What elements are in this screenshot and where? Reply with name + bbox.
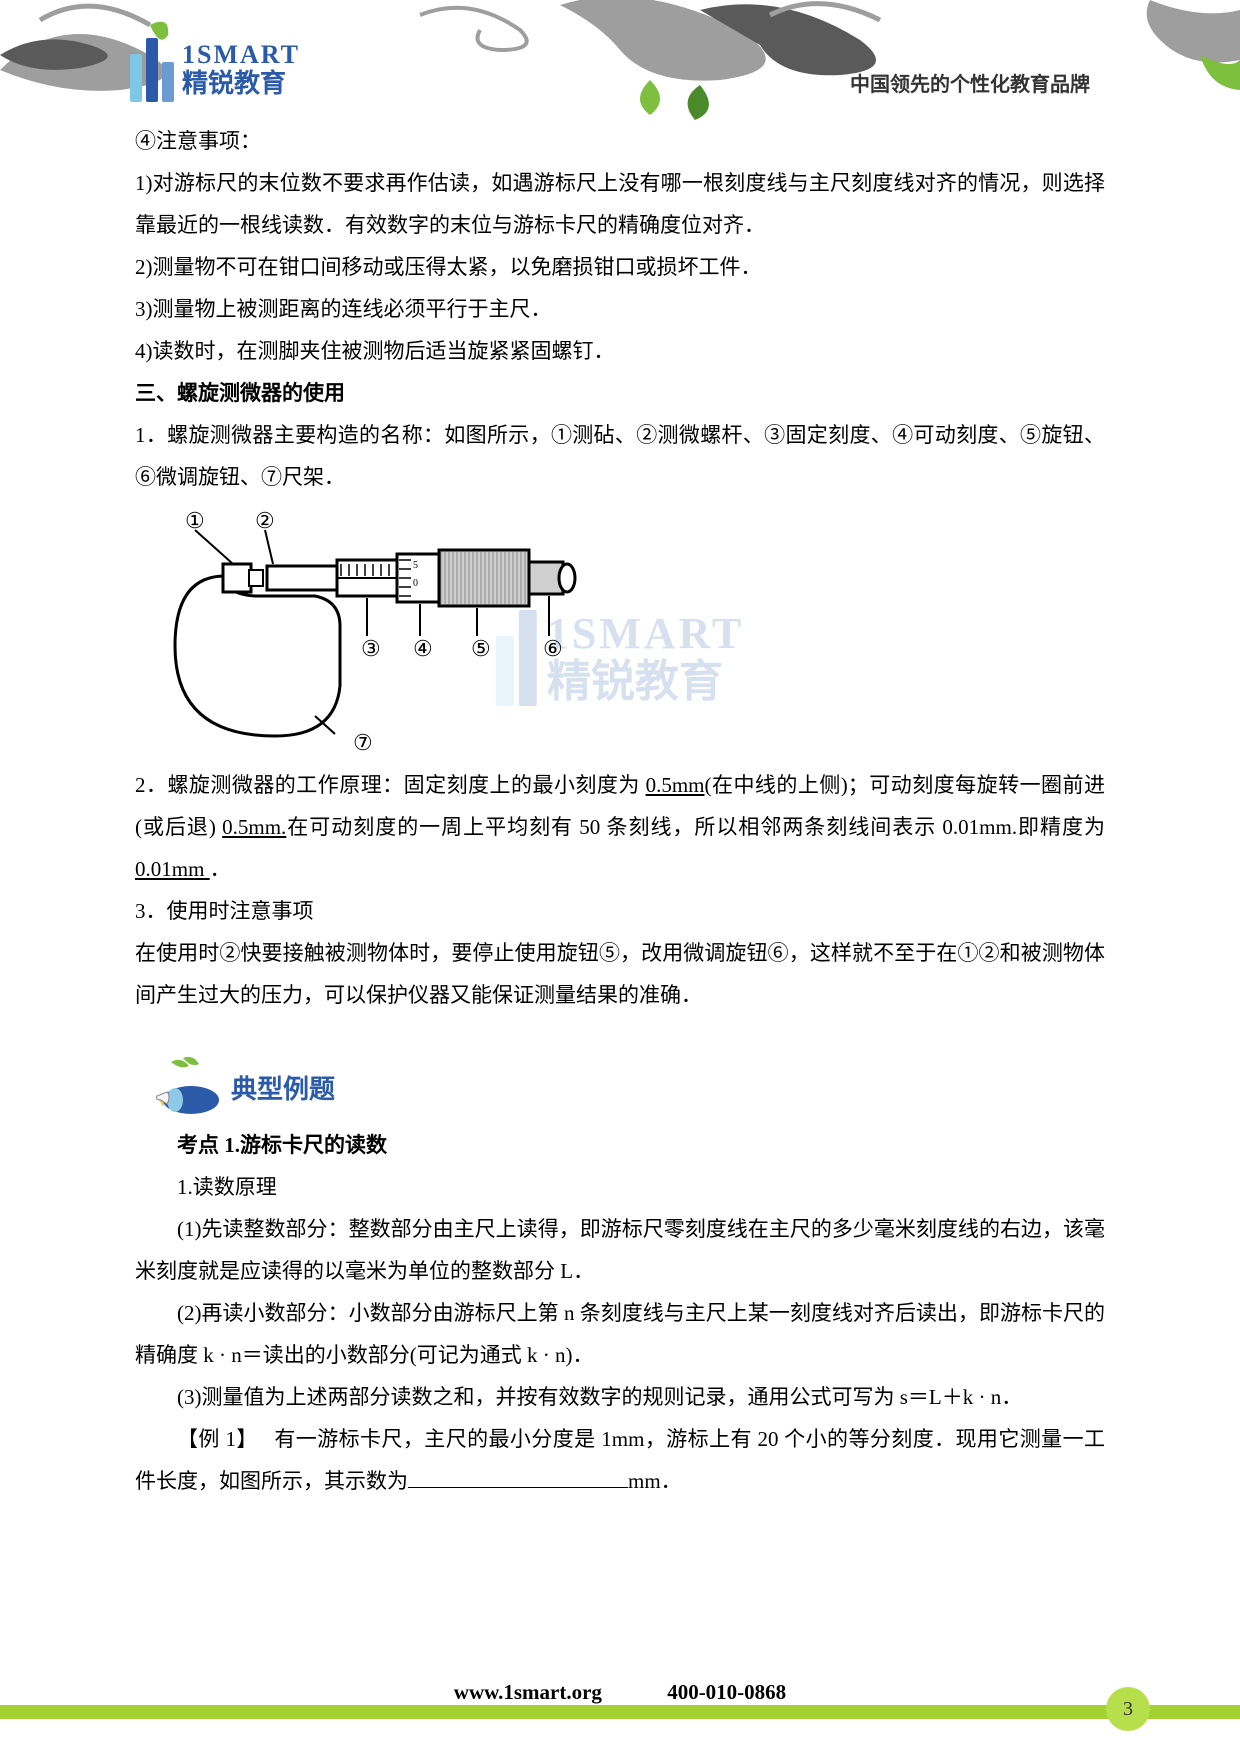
section-header: 典型例题 [153,1056,1105,1116]
svg-text:④: ④ [413,636,433,661]
brand-tagline: 中国领先的个性化教育品牌 [850,68,1090,97]
para-note2: 2)测量物不可在钳口间移动或压得太紧，以免磨损钳口或损坏工件． [135,246,1105,288]
svg-text:⑥: ⑥ [543,636,563,661]
para-usage-notes: 在使用时②快要接触被测物体时，要停止使用旋钮⑤，改用微调旋钮⑥，这样就不至于在①… [135,932,1105,1016]
logo-text-en: 1SMART [182,41,300,70]
para-note4: 4)读数时，在测脚夹住被测物后适当旋紧紧固螺钉． [135,330,1105,372]
svg-text:①: ① [185,508,205,533]
example-1: 【例 1】 有一游标卡尺，主尺的最小分度是 1mm，游标上有 20 个小的等分刻… [135,1418,1105,1502]
svg-text:②: ② [255,508,275,533]
reading-step-3: (3)测量值为上述两部分读数之和，并按有效数字的规则记录，通用公式可写为 s＝L… [135,1376,1105,1418]
para-usage-heading: 3．使用时注意事项 [135,890,1105,932]
underline-0.01mm: 0.01mm [135,857,210,881]
logo-text-cn: 精锐教育 [182,70,300,99]
para-notes-heading: ④注意事项： [135,120,1105,162]
footer-bar [0,1705,1240,1719]
para-micrometer-parts: 1．螺旋测微器主要构造的名称：如图所示，①测砧、②测微螺杆、③固定刻度、④可动刻… [135,414,1105,498]
brand-logo: 1SMART 精锐教育 [130,38,300,102]
underline-0.5mm-2: 0.5mm. [222,815,286,839]
document-body: ④注意事项： 1)对游标尺的末位数不要求再作估读，如遇游标尺上没有哪一根刻度线与… [135,120,1105,1502]
reading-principle-heading: 1.读数原理 [135,1166,1105,1208]
micrometer-diagram: 5 0 ① ② ③ ④ ⑤ ⑥ ⑦ [155,506,585,756]
footer-url: www.1smart.org [454,1680,602,1704]
para-micrometer-principle: 2．螺旋测微器的工作原理：固定刻度上的最小刻度为 0.5mm(在中线的上侧)；可… [135,764,1105,890]
svg-text:⑤: ⑤ [471,636,491,661]
para-note1: 1)对游标尺的末位数不要求再作估读，如遇游标尺上没有哪一根刻度线与主尺刻度线对齐… [135,162,1105,246]
svg-text:⑦: ⑦ [353,730,373,755]
page-footer: www.1smart.org 400-010-0868 [0,1705,1240,1719]
svg-text:5: 5 [413,560,418,571]
answer-blank [408,1487,628,1488]
svg-text:0: 0 [413,578,418,589]
heading-section-3: 三、螺旋测微器的使用 [135,372,1105,414]
reading-step-2: (2)再读小数部分：小数部分由游标尺上第 n 条刻度线与主尺上某一刻度线对齐后读… [135,1292,1105,1376]
section-pen-icon [153,1056,223,1116]
footer-phone: 400-010-0868 [667,1680,786,1704]
reading-step-1: (1)先读整数部分：整数部分由主尺上读得，即游标尺零刻度线在主尺的多少毫米刻度线… [135,1208,1105,1292]
section-title: 典型例题 [231,1064,335,1116]
page-number-badge: 3 [1106,1687,1150,1731]
keypoint-1-title: 考点 1.游标卡尺的读数 [135,1124,1105,1166]
para-note3: 3)测量物上被测距离的连线必须平行于主尺． [135,288,1105,330]
logo-bars [130,38,174,102]
svg-text:③: ③ [361,636,381,661]
page-number: 3 [1123,1698,1133,1721]
underline-0.5mm-1: 0.5mm [646,773,705,797]
